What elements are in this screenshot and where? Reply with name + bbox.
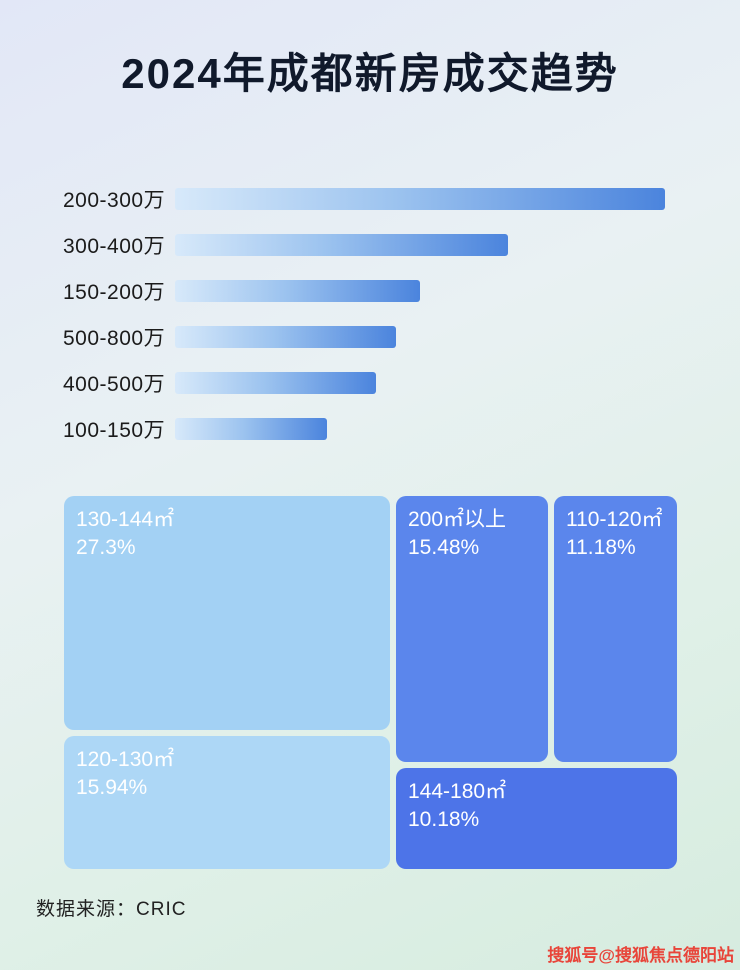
bar [175, 326, 396, 348]
bar [175, 418, 327, 440]
bar-row: 300-400万 [63, 234, 665, 258]
treemap-value: 27.3% [76, 536, 136, 560]
page-title: 2024年成都新房成交趋势 [121, 50, 619, 97]
bar [175, 372, 376, 394]
bar-label: 150-200万 [63, 281, 166, 304]
treemap-value: 11.18% [566, 536, 636, 560]
bar-row: 150-200万 [63, 280, 665, 304]
treemap-label: 110-120㎡ [566, 508, 663, 531]
area-size-treemap: 130-144㎡ 27.3% 200㎡以上 15.48% 110-120㎡ 11… [64, 496, 677, 869]
bar-label: 500-800万 [63, 327, 166, 350]
bar-row: 500-800万 [63, 326, 665, 350]
treemap-label: 200㎡以上 [408, 508, 507, 531]
bar-track [175, 234, 665, 256]
bar-track [175, 372, 665, 394]
treemap-block-200-plus: 200㎡以上 15.48% [396, 496, 548, 762]
bar-label: 200-300万 [63, 189, 166, 212]
bar [175, 280, 420, 302]
sohu-watermark: 搜狐号@搜狐焦点德阳站 [547, 946, 734, 965]
data-source-label: 数据来源：CRIC [36, 899, 187, 920]
price-range-bar-chart: 200-300万 300-400万 150-200万 500-800万 400-… [63, 188, 665, 464]
bar-label: 100-150万 [63, 419, 166, 442]
treemap-block-120-130: 120-130㎡ 15.94% [64, 736, 390, 869]
bar-label: 400-500万 [63, 373, 166, 396]
treemap-value: 15.94% [76, 776, 148, 800]
treemap-block-130-144: 130-144㎡ 27.3% [64, 496, 390, 730]
bar [175, 234, 509, 256]
bar-track [175, 188, 665, 210]
bar-track [175, 280, 665, 302]
bar [175, 188, 665, 210]
bar-track [175, 418, 665, 440]
treemap-block-110-120: 110-120㎡ 11.18% [554, 496, 677, 762]
bar-row: 100-150万 [63, 418, 665, 442]
bar-row: 400-500万 [63, 372, 665, 396]
treemap-label: 120-130㎡ [76, 748, 175, 771]
treemap-label: 130-144㎡ [76, 508, 175, 531]
bar-label: 300-400万 [63, 235, 166, 258]
treemap-label: 144-180㎡ [408, 780, 507, 803]
bar-track [175, 326, 665, 348]
bar-row: 200-300万 [63, 188, 665, 212]
treemap-block-144-180: 144-180㎡ 10.18% [396, 768, 677, 869]
treemap-value: 15.48% [408, 536, 480, 560]
treemap-value: 10.18% [408, 808, 480, 832]
